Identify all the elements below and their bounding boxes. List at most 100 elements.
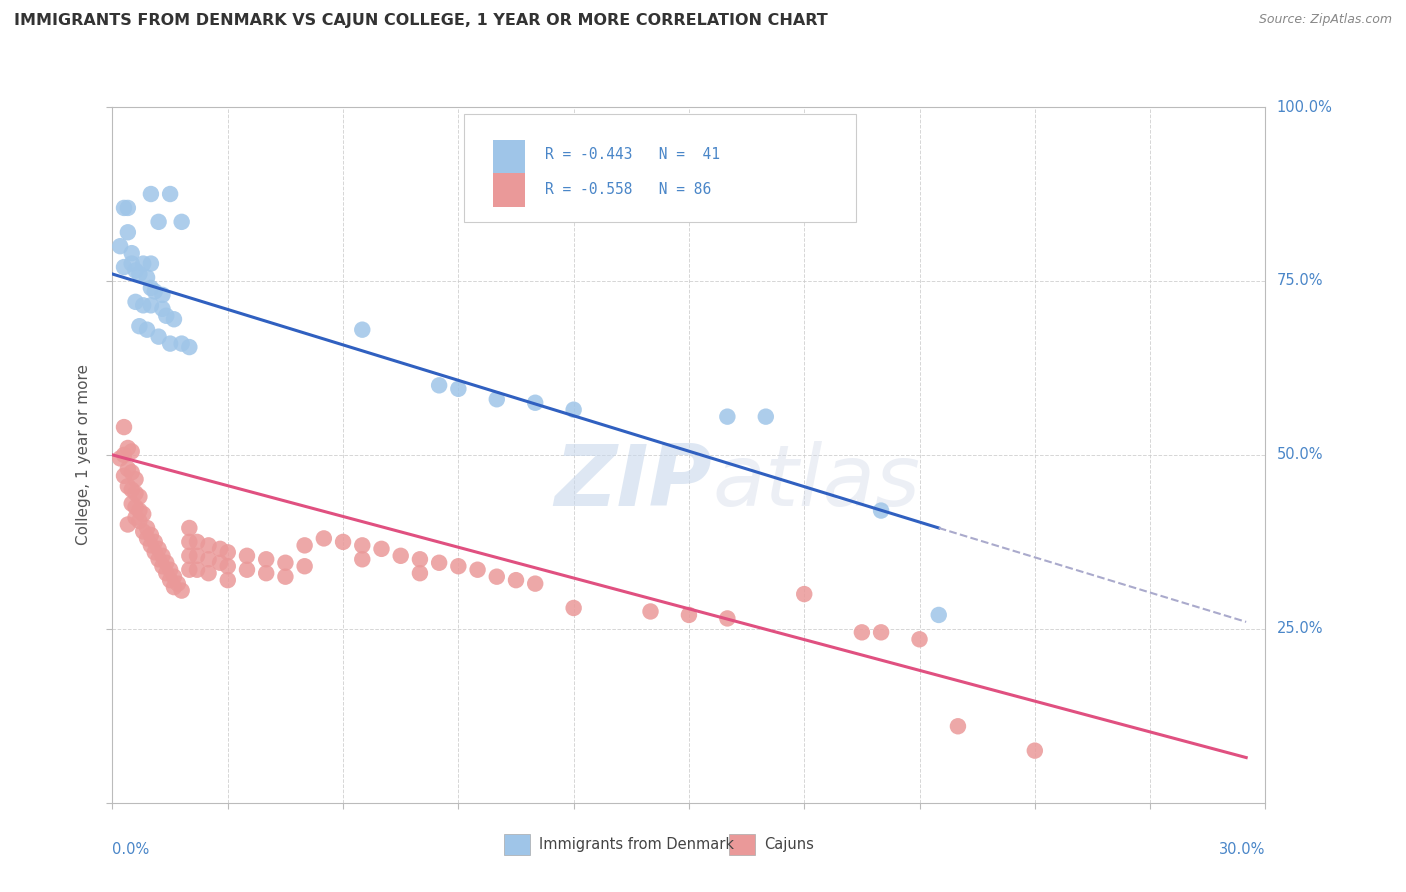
Point	[427, 556, 450, 570]
Point	[132, 256, 155, 270]
Point	[217, 573, 239, 587]
Point	[117, 517, 139, 532]
Point	[170, 215, 193, 229]
Point	[117, 462, 139, 476]
Point	[352, 552, 374, 566]
Point	[312, 532, 335, 546]
Point	[121, 444, 143, 458]
Bar	[494, 173, 526, 207]
Point	[217, 559, 239, 574]
Point	[274, 570, 297, 584]
Point	[124, 263, 146, 277]
Point	[155, 309, 177, 323]
Point	[409, 552, 432, 566]
Point	[132, 524, 155, 539]
Point	[128, 503, 150, 517]
Point	[124, 294, 146, 309]
Point	[197, 538, 219, 552]
Point	[716, 611, 738, 625]
Point	[155, 556, 177, 570]
Point	[352, 538, 374, 552]
Point	[332, 535, 354, 549]
Point	[163, 580, 186, 594]
Point	[166, 576, 188, 591]
Point	[112, 448, 135, 462]
Point	[112, 468, 135, 483]
Point	[117, 441, 139, 455]
Point	[409, 566, 432, 581]
Point	[139, 528, 162, 542]
Point	[908, 632, 931, 647]
Point	[152, 301, 174, 316]
Point	[485, 570, 508, 584]
Point	[186, 549, 208, 563]
Text: 25.0%: 25.0%	[1277, 622, 1323, 636]
Point	[370, 541, 392, 556]
Point	[159, 563, 181, 577]
Point	[1024, 744, 1046, 758]
Point	[170, 583, 193, 598]
Point	[562, 402, 585, 417]
Text: R = -0.558   N = 86: R = -0.558 N = 86	[544, 182, 711, 197]
Point	[152, 549, 174, 563]
Point	[294, 538, 316, 552]
Point	[108, 451, 131, 466]
Point	[152, 559, 174, 574]
Bar	[494, 140, 526, 173]
Point	[132, 507, 155, 521]
Point	[179, 563, 201, 577]
Point	[128, 490, 150, 504]
Text: atlas: atlas	[711, 442, 920, 524]
Point	[128, 267, 150, 281]
Point	[152, 288, 174, 302]
Point	[928, 607, 950, 622]
Point	[562, 601, 585, 615]
Point	[139, 256, 162, 270]
Point	[136, 532, 159, 546]
Point	[132, 298, 155, 312]
Bar	[730, 834, 755, 855]
Text: Cajuns: Cajuns	[763, 837, 814, 852]
Point	[163, 312, 186, 326]
Point	[124, 472, 146, 486]
Text: Immigrants from Denmark: Immigrants from Denmark	[538, 837, 734, 852]
Text: 0.0%: 0.0%	[112, 842, 149, 856]
Point	[159, 336, 181, 351]
Point	[217, 545, 239, 559]
Point	[121, 246, 143, 260]
Point	[467, 563, 489, 577]
Point	[124, 486, 146, 500]
Point	[524, 396, 547, 410]
Point	[128, 319, 150, 334]
Y-axis label: College, 1 year or more: College, 1 year or more	[76, 365, 91, 545]
Point	[793, 587, 815, 601]
Point	[121, 466, 143, 480]
Point	[159, 573, 181, 587]
Point	[197, 552, 219, 566]
Point	[755, 409, 778, 424]
Point	[197, 566, 219, 581]
Point	[389, 549, 412, 563]
Text: Source: ZipAtlas.com: Source: ZipAtlas.com	[1258, 13, 1392, 27]
Point	[143, 535, 166, 549]
Point	[112, 420, 135, 434]
Point	[427, 378, 450, 392]
Point	[505, 573, 527, 587]
Point	[148, 329, 170, 343]
Point	[124, 500, 146, 514]
Point	[148, 552, 170, 566]
Point	[121, 256, 143, 270]
Point	[236, 549, 259, 563]
Point	[170, 336, 193, 351]
Point	[143, 545, 166, 559]
Point	[139, 187, 162, 202]
Point	[117, 479, 139, 493]
Point	[117, 201, 139, 215]
Point	[121, 497, 143, 511]
Point	[870, 625, 893, 640]
Point	[139, 538, 162, 552]
Text: R = -0.443   N =  41: R = -0.443 N = 41	[544, 147, 720, 161]
Point	[112, 201, 135, 215]
Point	[447, 382, 470, 396]
Point	[209, 556, 232, 570]
